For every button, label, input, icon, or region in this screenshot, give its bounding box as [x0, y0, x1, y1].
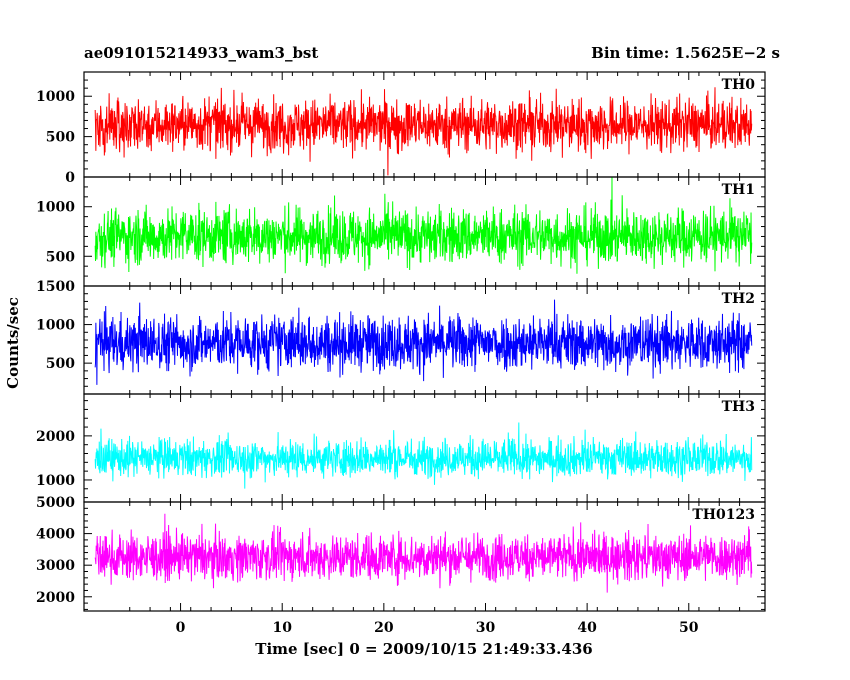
- x-ticks: [84, 394, 765, 502]
- panel-frame: [83, 501, 766, 612]
- series-th0123-trace: [94, 513, 753, 593]
- panel-th2: 500 1000 1500 TH2: [36, 279, 766, 395]
- y-tick-label: 4000: [36, 527, 75, 543]
- panel-label: TH0123: [692, 507, 755, 523]
- y-tick-label: 0: [65, 170, 75, 186]
- series-th2-trace: [94, 299, 753, 385]
- x-ticks: [84, 71, 765, 178]
- chart-title-left: ae091015214933_wam3_bst: [84, 44, 318, 62]
- y-tick-label: 500: [46, 130, 75, 146]
- y-tick-label: 500: [46, 249, 75, 265]
- panel-label: TH2: [722, 291, 755, 307]
- y-tick-label: 500: [46, 356, 75, 372]
- panel-th3: 1000 2000 TH3: [36, 393, 766, 503]
- panels-group: 05001000TH05001000TH150010001500TH210002…: [36, 71, 766, 636]
- y-tick-label: 5000: [36, 495, 75, 511]
- panel-label: TH1: [722, 182, 755, 198]
- y-tick-label: 1000: [36, 318, 75, 334]
- x-ticks: [84, 501, 765, 611]
- series-th0-trace: [94, 87, 753, 176]
- x-tick-label: 40: [577, 620, 597, 636]
- panel-label: TH0: [722, 77, 756, 93]
- y-tick-label: 1000: [36, 89, 75, 105]
- x-tick-label: 10: [272, 620, 292, 636]
- x-tick-label: 20: [374, 620, 394, 636]
- panel-th0: 0 500 1000 TH0: [36, 71, 766, 186]
- y-tick-label: 1000: [36, 473, 75, 489]
- x-tick-label: 50: [679, 620, 699, 636]
- panel-th1: 500 1000 TH1: [36, 176, 766, 287]
- chart-title-right: Bin time: 1.5625E−2 s: [591, 44, 780, 62]
- x-tick-label: 0: [176, 620, 186, 636]
- panel-th0123: 2000 3000 4000 5000 TH0123: [36, 495, 766, 612]
- y-tick-label: 3000: [36, 558, 75, 574]
- x-ticks: [84, 176, 765, 287]
- x-axis-label: Time [sec] 0 = 2009/10/15 21:49:33.436: [255, 640, 592, 658]
- y-tick-label: 1000: [36, 200, 75, 216]
- y-tick-label: 2000: [36, 429, 75, 445]
- series-th3-trace: [94, 422, 753, 489]
- y-tick-label: 2000: [36, 590, 75, 606]
- series-th1-trace: [94, 177, 753, 274]
- panel-label: TH3: [722, 399, 755, 415]
- y-axis-label: Counts/sec: [4, 297, 22, 389]
- y-tick-label: 1500: [36, 279, 75, 295]
- x-tick-label: 30: [476, 620, 496, 636]
